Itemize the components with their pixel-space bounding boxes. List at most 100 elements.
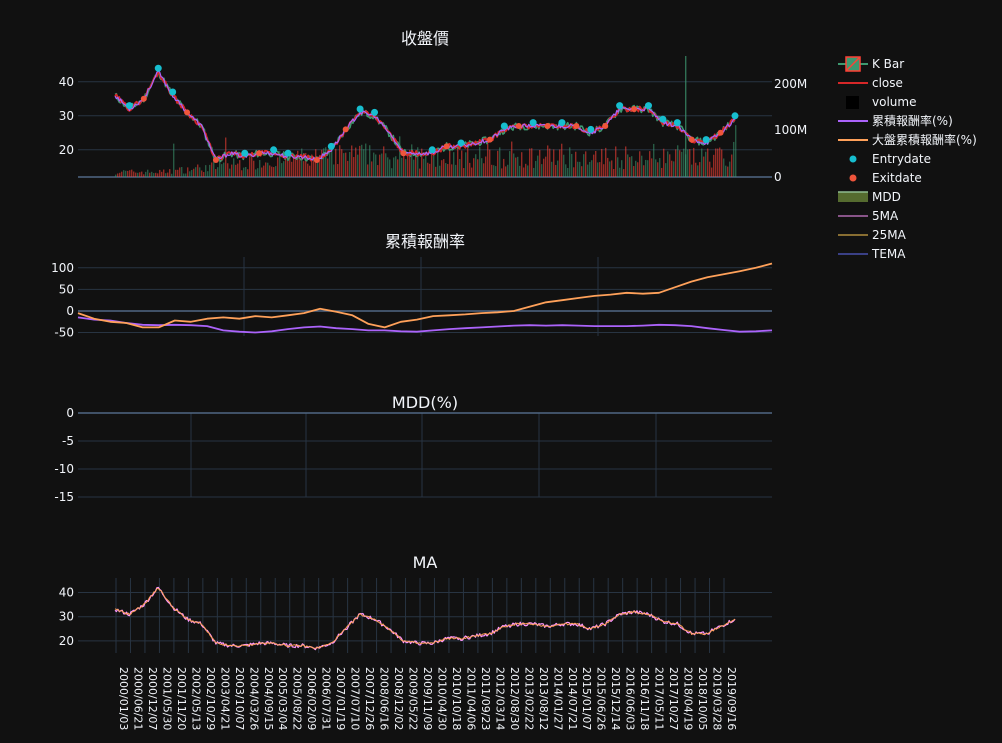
volume-bar: [199, 167, 201, 177]
ma-panel[interactable]: MA 20 30 40 2000/01/03 2000/06/21 2000/12/07…: [59, 553, 772, 730]
volume-bar: [147, 169, 149, 177]
volume-bar: [283, 161, 285, 177]
volume-bar: [693, 147, 695, 177]
mdd-y-tick-label: -15: [54, 490, 74, 504]
volume-bar: [135, 172, 137, 177]
volume-bar: [207, 171, 209, 177]
volume-bar: [529, 148, 531, 177]
date-x-tick-label: 2012/03/14: [493, 667, 506, 730]
volume-bar: [383, 146, 385, 177]
volume-bar: [613, 168, 615, 177]
area-icon: [838, 191, 868, 202]
volume-bar: [431, 152, 433, 177]
legend-item-ma5[interactable]: 5MA: [838, 209, 899, 223]
exit-marker: [184, 109, 191, 116]
mdd-panel[interactable]: MDD(%) 0 -5 -10 -15: [54, 393, 772, 504]
ma-y-tick-label: 40: [59, 586, 74, 600]
volume-bar: [571, 153, 573, 177]
volume-bar: [305, 152, 307, 177]
volume-bar: [685, 56, 687, 177]
volume-bar: [471, 167, 473, 177]
volume-bar: [233, 158, 235, 177]
volume-bar: [633, 166, 635, 177]
volume-bar: [473, 158, 475, 177]
volume-bar: [655, 159, 657, 177]
volume-bar: [349, 152, 351, 177]
volume-bar: [249, 156, 251, 177]
volume-bar: [165, 173, 167, 177]
volume-bar: [331, 146, 333, 177]
volume-bar: [203, 172, 205, 177]
volume-bar: [335, 148, 337, 177]
strategy-return-line: [77, 316, 773, 334]
date-x-tick-label: 2005/03/04: [276, 667, 289, 730]
volume-bar: [345, 152, 347, 177]
volume-bar: [215, 169, 217, 177]
legend-item-kbar[interactable]: K Bar: [838, 56, 904, 72]
date-x-tick-label: 2006/02/09: [305, 667, 318, 730]
volume-bar: [389, 159, 391, 177]
volume-bar: [395, 156, 397, 177]
volume-bar: [441, 160, 443, 177]
volume-bar: [289, 153, 291, 177]
volume-bar: [363, 149, 365, 177]
volume-bar: [179, 167, 181, 177]
legend-label: 25MA: [872, 228, 907, 242]
volume-bar: [483, 163, 485, 177]
volume-bar: [229, 168, 231, 177]
return-panel[interactable]: 累積報酬率 -50 0 50 100: [51, 232, 773, 340]
legend-item-exit[interactable]: Exitdate: [849, 171, 922, 185]
volume-bar: [575, 151, 577, 177]
volume-bar: [451, 164, 453, 177]
volume-bar: [673, 161, 675, 177]
legend-item-tema[interactable]: TEMA: [838, 247, 906, 261]
volume-bar: [121, 171, 123, 177]
price-panel[interactable]: 收盤價 20 30 40 0 100M 200M: [59, 29, 808, 184]
volume-bar: [421, 148, 423, 177]
volume-bar: [447, 164, 449, 177]
ma-grid: [78, 578, 772, 653]
date-x-tick-label: 2000/01/03: [117, 667, 130, 730]
volume-bar: [501, 168, 503, 177]
legend-item-strategy[interactable]: 累積報酬率(%): [838, 113, 953, 128]
volume-bar: [665, 163, 667, 177]
legend-item-volume[interactable]: volume: [846, 95, 916, 109]
date-x-tick-label: 2006/07/31: [320, 667, 333, 730]
volume-bar: [707, 148, 709, 177]
date-x-tick-label: 2016/06/03: [624, 667, 637, 730]
volume-bar: [463, 168, 465, 177]
volume-bars: [115, 56, 737, 177]
legend-item-entry[interactable]: Entrydate: [849, 152, 932, 166]
volume-bar: [115, 174, 117, 177]
legend-item-benchmark[interactable]: 大盤累積報酬率(%): [838, 132, 977, 147]
legend-item-mdd[interactable]: MDD: [838, 190, 901, 204]
volume-bar: [725, 165, 727, 177]
volume-bar: [391, 168, 393, 177]
exit-marker: [400, 150, 407, 157]
date-x-tick-label: 2000/12/07: [146, 667, 159, 730]
volume-bar: [579, 161, 581, 177]
volume-bar: [321, 149, 323, 177]
entry-marker: [731, 112, 739, 120]
volume-bar: [337, 164, 339, 177]
ma-panel-title: MA: [413, 553, 438, 572]
volume-bar: [593, 154, 595, 177]
volume-bar: [125, 170, 127, 177]
volume-bar: [735, 125, 737, 177]
legend-item-ma25[interactable]: 25MA: [838, 228, 907, 242]
volume-bar: [479, 147, 481, 177]
entry-marker: [154, 64, 162, 72]
date-x-tick-label: 2000/06/21: [131, 667, 144, 730]
volume-bar: [445, 163, 447, 177]
volume-bar: [671, 160, 673, 177]
legend-item-close[interactable]: close: [838, 76, 903, 90]
volume-bar: [351, 145, 353, 177]
volume-bar: [597, 162, 599, 177]
candlestick-icon: [838, 56, 868, 72]
date-x-tick-label: 2017/10/27: [667, 667, 680, 730]
volume-bar: [643, 165, 645, 177]
volume-bar: [687, 149, 689, 177]
volume-bar: [505, 166, 507, 177]
volume-bar: [521, 152, 523, 177]
